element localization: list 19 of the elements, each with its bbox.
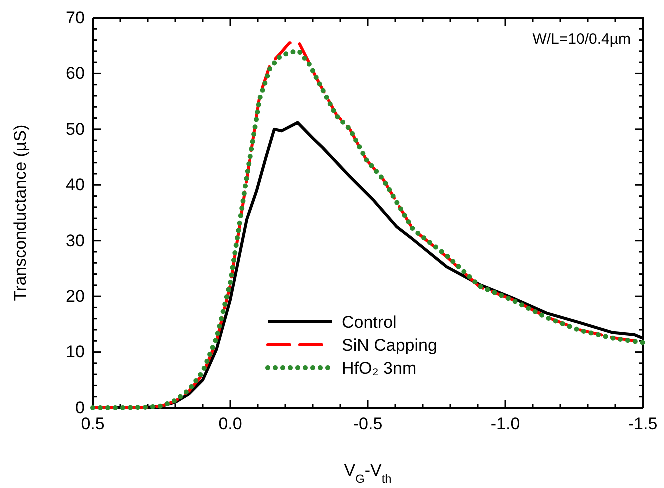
y-tick-label: 10 bbox=[66, 342, 85, 362]
y-tick-label: 30 bbox=[66, 231, 85, 250]
legend-label: HfO₂ 3nm bbox=[342, 359, 417, 378]
y-tick-label: 70 bbox=[66, 8, 85, 28]
y-tick-label: 20 bbox=[66, 287, 85, 306]
legend-label: SiN Capping bbox=[342, 336, 438, 355]
y-tick-label: 0 bbox=[75, 398, 85, 418]
x-tick-label: -0.5 bbox=[353, 414, 383, 434]
x-tick-label: -1.0 bbox=[490, 414, 520, 434]
annotation: W/L=10/0.4µm bbox=[532, 31, 631, 48]
y-tick-label: 40 bbox=[66, 176, 85, 195]
y-tick-label: 50 bbox=[66, 120, 85, 139]
legend-label: Control bbox=[342, 313, 397, 332]
x-tick-label: 0.0 bbox=[218, 414, 242, 434]
x-tick-label: 0.5 bbox=[81, 414, 105, 434]
y-tick-label: 60 bbox=[66, 64, 85, 84]
x-tick-label: -1.5 bbox=[628, 414, 658, 434]
y-axis-title: Transconductance (µS) bbox=[11, 124, 30, 302]
x-axis-title: V$_{G}$-V$_{th}$ bbox=[344, 461, 392, 486]
